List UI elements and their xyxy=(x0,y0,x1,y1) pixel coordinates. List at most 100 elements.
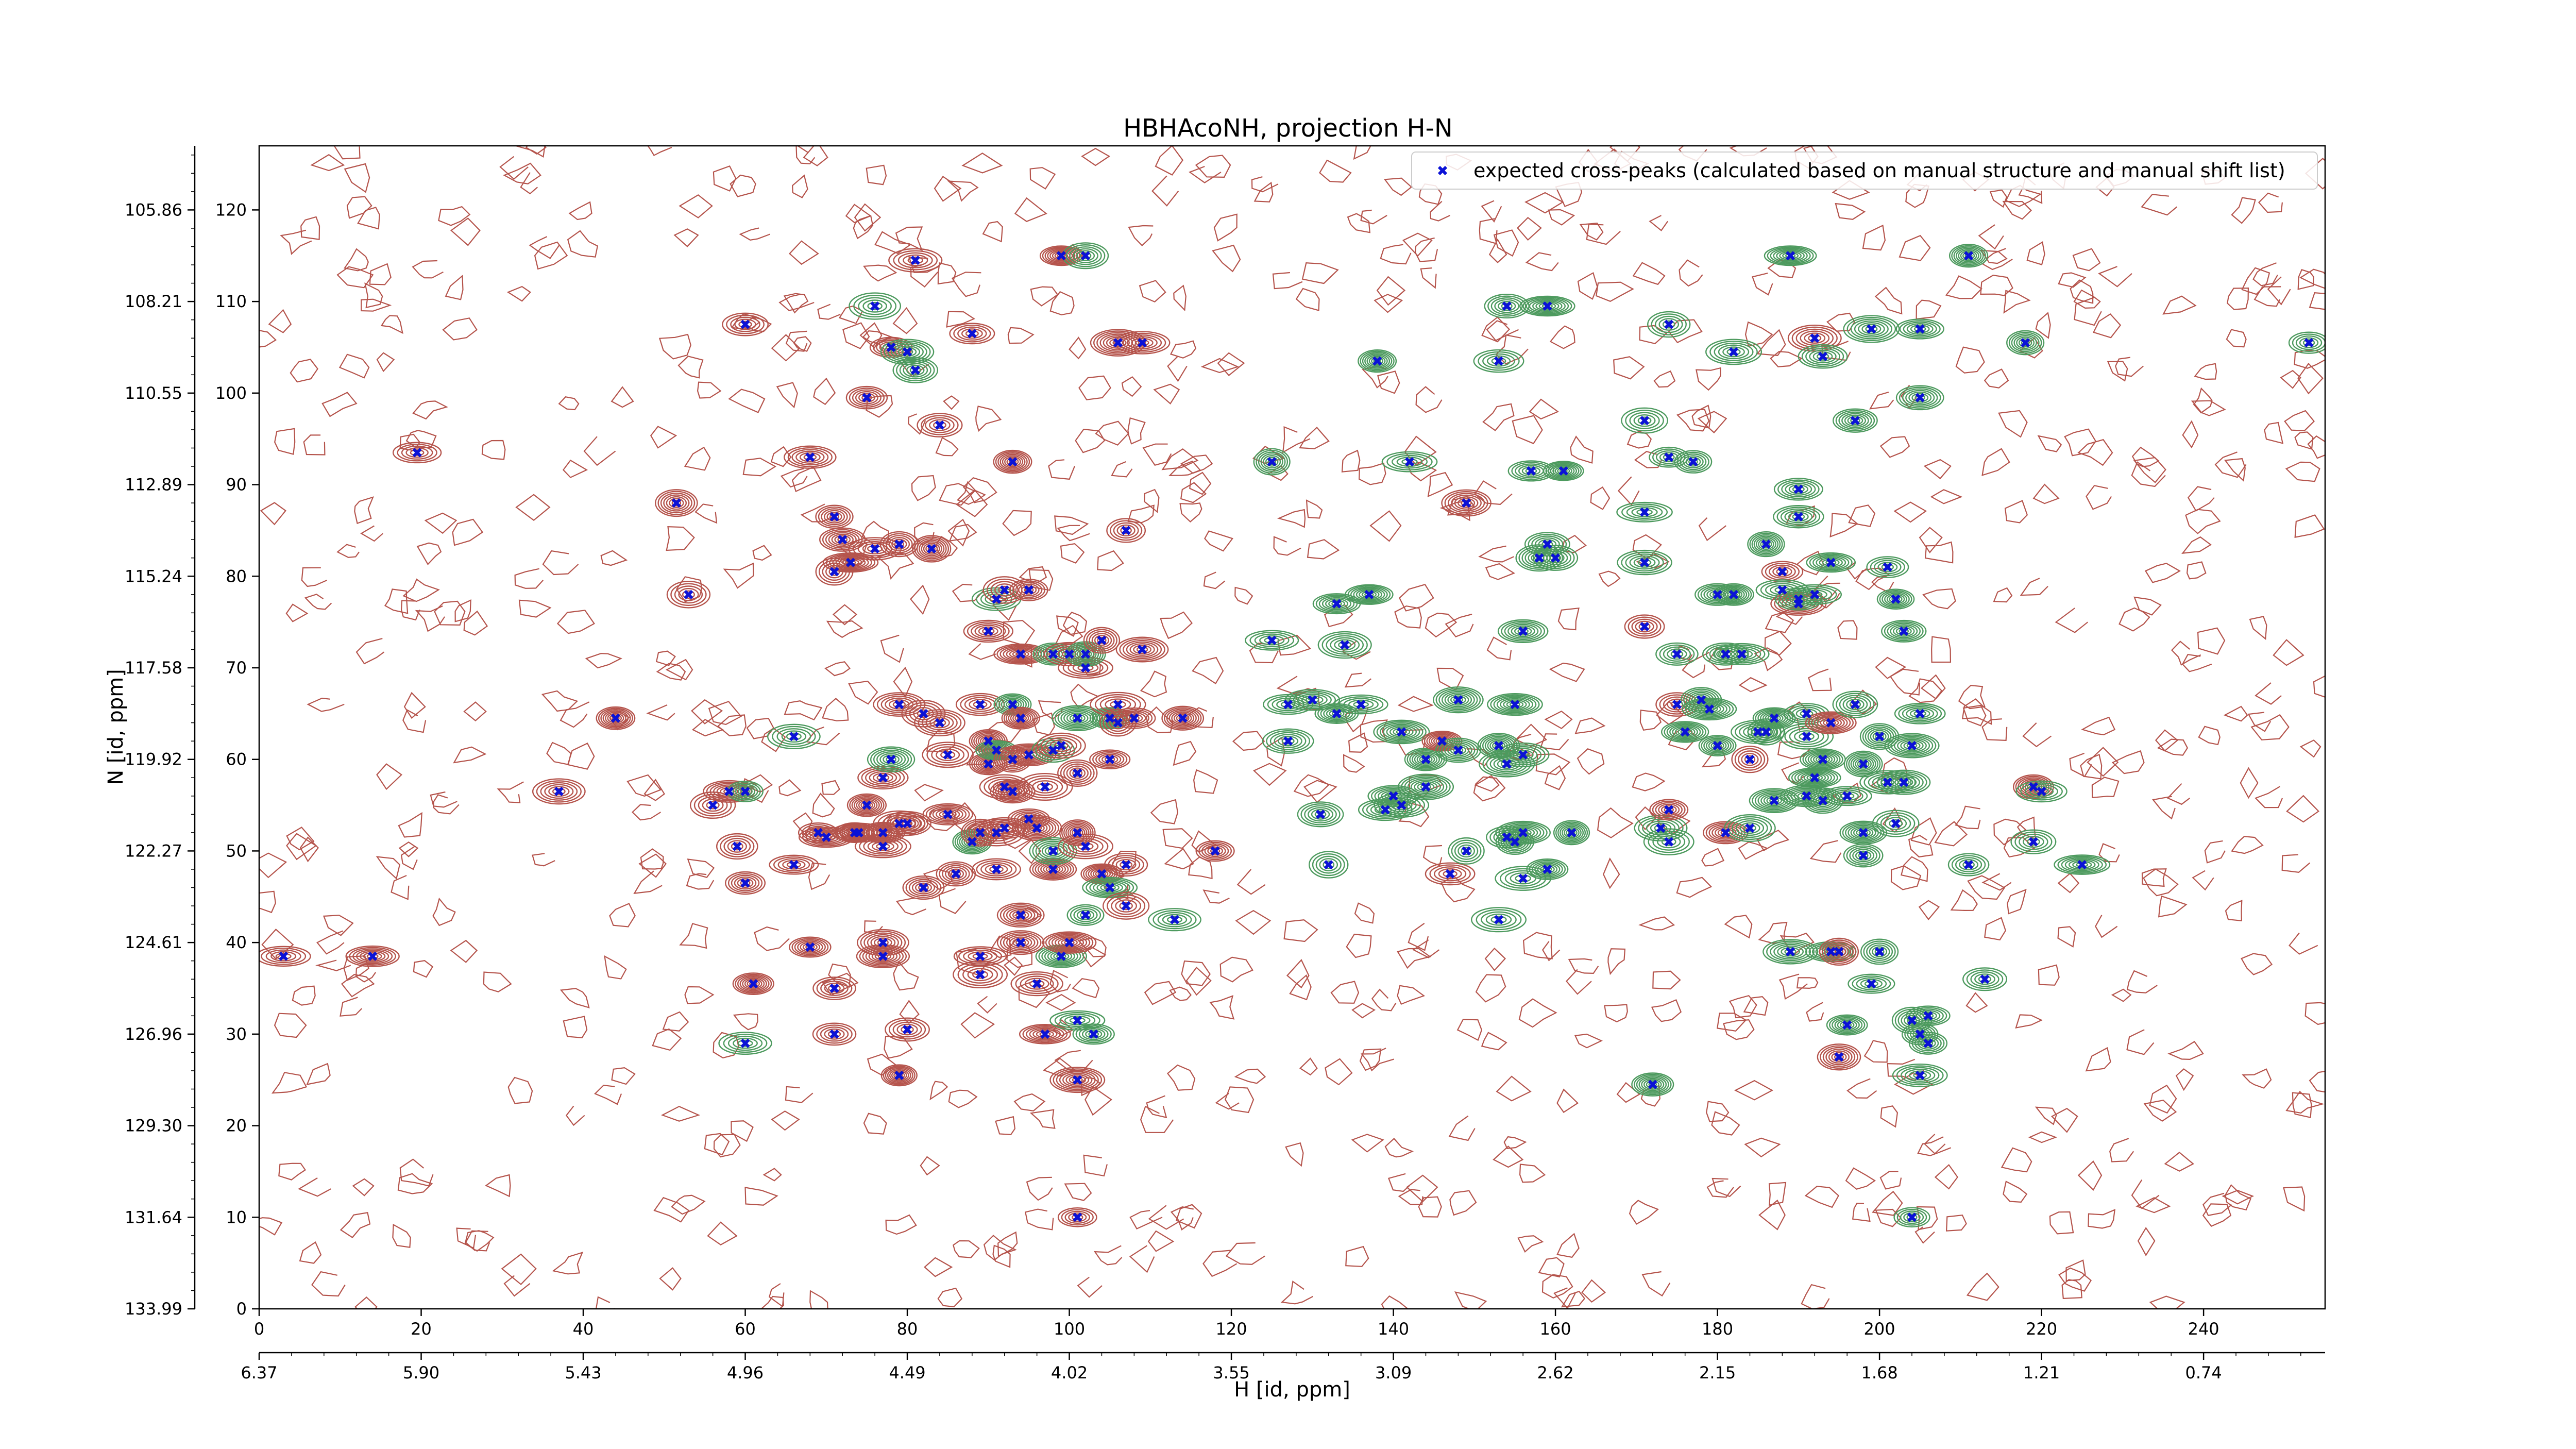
peak-contour xyxy=(1766,940,1815,963)
noise-contour xyxy=(643,779,665,801)
peak-contour xyxy=(1435,737,1481,763)
cross-peak-marker xyxy=(1721,828,1731,837)
peak-contour xyxy=(883,533,916,555)
noise-contour xyxy=(2086,485,2112,510)
y2-tick-label: 133.99 xyxy=(125,1299,182,1319)
noise-contour xyxy=(2152,796,2176,820)
noise-contour xyxy=(1474,480,1513,506)
peak-contour xyxy=(816,979,853,998)
noise-contour xyxy=(298,1177,331,1197)
marker-x xyxy=(878,773,888,783)
marker-x xyxy=(1728,589,1739,599)
noise-contour xyxy=(499,156,529,180)
peak-contour xyxy=(1500,698,1530,711)
peak-contour xyxy=(982,760,995,768)
cross-peak-markers xyxy=(279,251,2314,1222)
marker-x xyxy=(1810,589,1820,599)
peak-contour xyxy=(1496,742,1550,767)
marker-x xyxy=(1113,699,1123,710)
peak-contour xyxy=(1009,649,1032,659)
noise-contour xyxy=(1425,612,1458,638)
peak-contour xyxy=(2072,861,2092,869)
peak-contour xyxy=(1770,247,1811,264)
peak-contour xyxy=(1089,880,1131,896)
cross-peak-marker xyxy=(1364,589,1374,599)
peak-contour xyxy=(1458,844,1475,858)
peak-contour xyxy=(972,953,988,959)
peak-contour xyxy=(1741,753,1759,766)
cross-peak-marker xyxy=(984,759,993,769)
peak-contour xyxy=(2288,331,2325,354)
noise-contour xyxy=(1548,209,1575,226)
cross-peak-marker xyxy=(1526,466,1536,476)
marker-x xyxy=(1210,846,1220,856)
cross-peak-marker xyxy=(1267,457,1277,467)
noise-contour xyxy=(563,1016,588,1039)
plot-area xyxy=(258,145,2326,1310)
noise-contour xyxy=(650,426,677,449)
peak-contour xyxy=(1127,336,1158,349)
marker-x xyxy=(862,393,872,402)
noise-contour xyxy=(1377,370,1400,394)
marker-x xyxy=(1558,466,1568,476)
cross-peak-marker xyxy=(368,951,378,961)
marker-x xyxy=(611,713,621,723)
peak-contour xyxy=(1058,937,1081,948)
marker-x xyxy=(1777,567,1787,577)
peak-contour xyxy=(1958,249,1979,263)
cross-peak-marker xyxy=(991,864,1002,874)
cross-peak-marker xyxy=(1308,695,1317,705)
peak-contour xyxy=(1110,700,1126,709)
peak-contour xyxy=(819,527,866,552)
peak-contour xyxy=(1948,244,1989,268)
noise-contour xyxy=(792,812,813,837)
marker-x xyxy=(1834,947,1844,957)
peak-contour xyxy=(1758,538,1774,550)
peak-contour xyxy=(1701,705,1718,713)
peak-contour xyxy=(1624,614,1665,639)
peak-contour xyxy=(2015,780,2067,803)
peak-contour xyxy=(1164,707,1202,730)
cross-peak-marker xyxy=(740,878,750,888)
marker-x xyxy=(1915,1070,1925,1080)
noise-contour xyxy=(1140,670,1167,698)
noise-contour xyxy=(1195,155,1231,178)
cross-peak-marker xyxy=(1080,841,1091,851)
peak-contour xyxy=(1012,650,1029,658)
peak-contour xyxy=(1210,848,1221,854)
peak-contour xyxy=(787,447,833,467)
noise-contour xyxy=(1955,346,1985,374)
peak-contour xyxy=(901,348,913,355)
peak-contour xyxy=(1060,709,1095,727)
peak-contour xyxy=(1321,597,1352,611)
peak-contour xyxy=(1767,714,1781,722)
marker-x xyxy=(1080,663,1091,673)
peak-contour xyxy=(851,796,883,815)
peak-contour xyxy=(1434,866,1467,882)
peak-contour xyxy=(1069,767,1086,779)
peak-contour xyxy=(2054,854,2111,875)
noise-contour xyxy=(1048,459,1076,480)
peak-contour xyxy=(1822,559,1840,567)
peak-contour xyxy=(2025,784,2059,799)
noise-contour xyxy=(677,356,704,379)
peak-contour xyxy=(1314,811,1327,818)
peak-contour xyxy=(902,820,913,827)
peak-contour xyxy=(739,976,767,991)
peak-contour xyxy=(1770,942,1811,962)
noise-contour xyxy=(1524,192,1564,214)
y2-tick-label: 122.27 xyxy=(125,841,182,861)
peak-contour xyxy=(1093,881,1127,895)
noise-contour xyxy=(278,1162,307,1181)
peak-contour xyxy=(1069,246,1102,265)
peak-contour xyxy=(1717,828,1734,837)
peak-contour xyxy=(666,496,687,510)
peak-contour xyxy=(1856,829,1871,837)
noise-contour xyxy=(1577,272,1598,300)
noise-contour xyxy=(463,701,487,722)
noise-contour xyxy=(1475,974,1506,1003)
noise-contour xyxy=(809,1290,828,1309)
peak-contour xyxy=(1647,311,1691,338)
noise-contour xyxy=(1804,1186,1839,1208)
noise-contour xyxy=(1696,367,1721,391)
